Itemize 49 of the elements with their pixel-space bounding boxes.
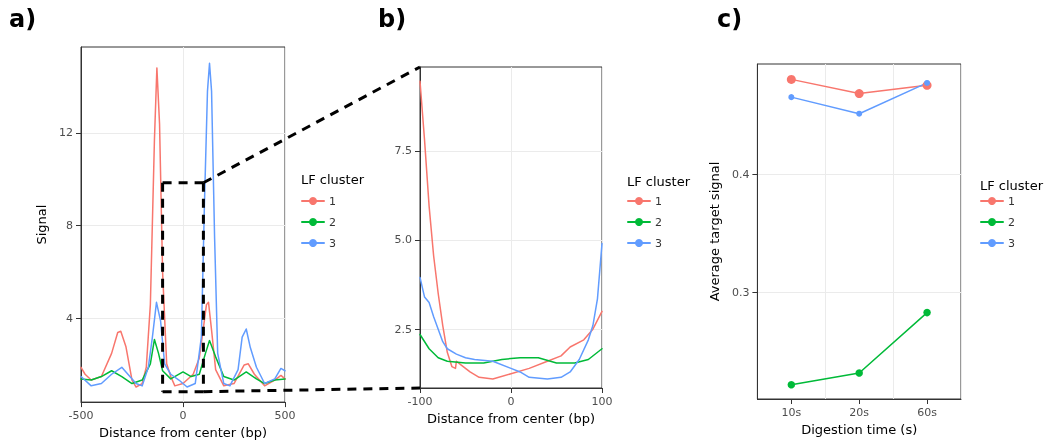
- point: [855, 369, 863, 377]
- legend-label: 3: [329, 236, 336, 250]
- x-tick-label: 60s: [917, 406, 938, 419]
- x-tick-label: 100: [591, 395, 613, 408]
- y-tick-label: 12: [59, 126, 73, 140]
- legend-label: 1: [329, 194, 336, 208]
- x-tick-label: 0: [179, 409, 187, 423]
- legend-label: 2: [1008, 215, 1015, 229]
- line-series: [419, 242, 603, 380]
- x-tick-label: -500: [68, 409, 94, 423]
- y-axis-title: Average target signal: [707, 161, 722, 302]
- point: [856, 110, 863, 117]
- legend-title: LF cluster: [301, 172, 365, 187]
- legend-label: 2: [655, 215, 662, 229]
- y-tick-label: 4: [66, 312, 73, 326]
- point: [788, 94, 795, 101]
- y-tick-label: 5.0: [394, 233, 412, 247]
- point: [786, 74, 796, 84]
- y-tick-label: 7.5: [394, 144, 412, 158]
- y-tick-label: 8: [66, 219, 73, 233]
- chart-title: b): [378, 5, 407, 33]
- x-tick-label: 10s: [781, 406, 802, 419]
- point: [924, 79, 931, 86]
- y-tick-label: 2.5: [394, 322, 412, 336]
- legend-label: 3: [1008, 236, 1015, 250]
- chart-title: a): [9, 5, 37, 33]
- point: [787, 381, 796, 389]
- line-series: [419, 333, 603, 364]
- chart-title: c): [717, 5, 743, 33]
- y-tick-label: 0.4: [731, 167, 750, 181]
- x-tick-label: 0: [507, 395, 515, 408]
- line-series: [80, 338, 286, 385]
- x-tick-label: 20s: [849, 406, 870, 419]
- legend-title: LF cluster: [980, 177, 1044, 193]
- legend-label: 1: [1008, 194, 1015, 208]
- x-tick-label: -100: [407, 395, 433, 408]
- legend-label: 3: [655, 236, 662, 250]
- legend-title: LF cluster: [627, 173, 691, 189]
- x-axis-title: Distance from center (bp): [99, 425, 267, 440]
- y-axis-title: Signal: [34, 204, 50, 245]
- y-tick-label: 0.3: [731, 285, 750, 299]
- x-axis-title: Distance from center (bp): [427, 410, 595, 426]
- x-tick-label: 500: [274, 409, 296, 423]
- point: [923, 308, 931, 317]
- point: [854, 89, 864, 99]
- legend-label: 1: [655, 194, 662, 208]
- x-axis-title: Digestion time (s): [801, 421, 918, 437]
- line-series: [419, 80, 603, 380]
- legend-label: 2: [329, 215, 336, 229]
